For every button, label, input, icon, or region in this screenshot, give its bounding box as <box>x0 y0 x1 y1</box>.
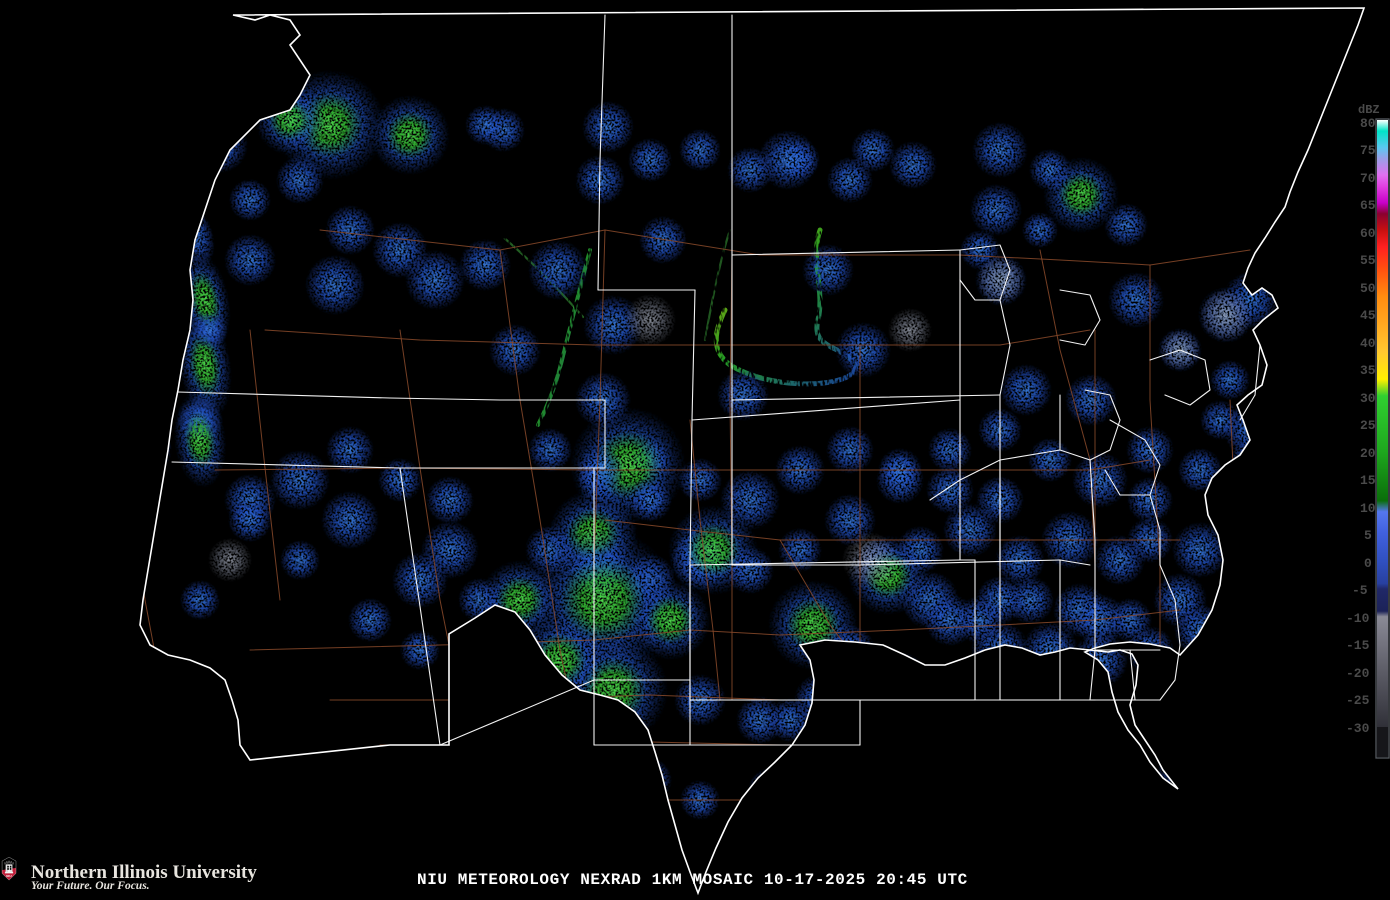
svg-text:70: 70 <box>1360 171 1376 186</box>
svg-text:-10: -10 <box>1346 611 1370 626</box>
svg-text:45: 45 <box>1360 308 1376 323</box>
svg-text:10: 10 <box>1360 501 1376 516</box>
svg-text:55: 55 <box>1360 253 1376 268</box>
svg-text:15: 15 <box>1360 473 1376 488</box>
svg-text:30: 30 <box>1360 391 1376 406</box>
svg-text:5: 5 <box>1364 528 1372 543</box>
svg-text:-25: -25 <box>1346 693 1370 708</box>
svg-text:dBZ: dBZ <box>1358 103 1380 117</box>
svg-text:0: 0 <box>1364 556 1372 571</box>
svg-text:Your Future. Our Focus.: Your Future. Our Focus. <box>31 880 150 892</box>
svg-text:80: 80 <box>1360 116 1376 131</box>
svg-text:25: 25 <box>1360 418 1376 433</box>
svg-text:50: 50 <box>1360 281 1376 296</box>
svg-text:-15: -15 <box>1346 638 1370 653</box>
svg-text:NIU METEOROLOGY NEXRAD 1KM MOS: NIU METEOROLOGY NEXRAD 1KM MOSAIC 10-17-… <box>417 871 968 889</box>
svg-text:75: 75 <box>1360 143 1376 158</box>
svg-text:65: 65 <box>1360 198 1376 213</box>
svg-text:-5: -5 <box>1352 583 1368 598</box>
svg-text:20: 20 <box>1360 446 1376 461</box>
svg-text:-30: -30 <box>1346 721 1370 736</box>
svg-text:-20: -20 <box>1346 666 1370 681</box>
svg-text:35: 35 <box>1360 363 1376 378</box>
svg-text:40: 40 <box>1360 336 1376 351</box>
svg-text:NIU: NIU <box>6 874 12 878</box>
svg-text:60: 60 <box>1360 226 1376 241</box>
